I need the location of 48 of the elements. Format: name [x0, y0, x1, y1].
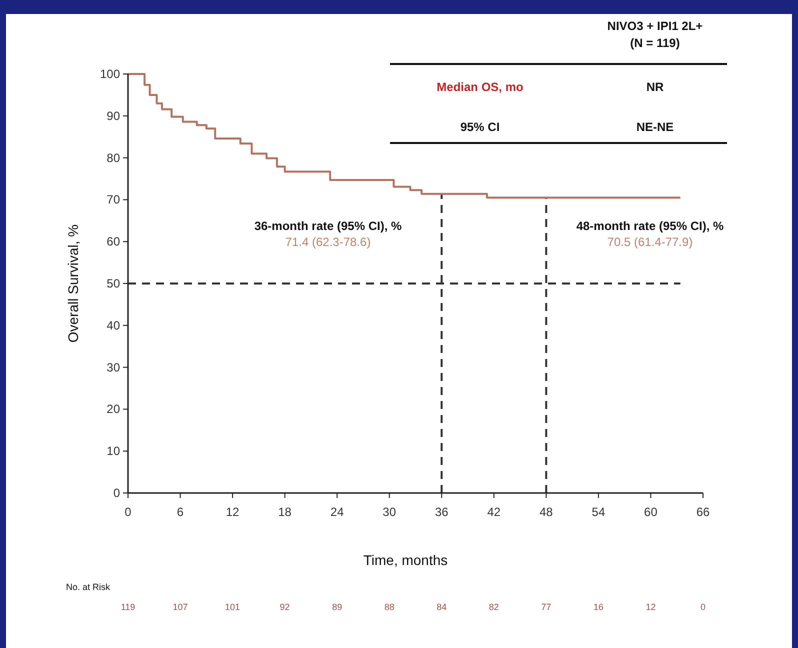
x-tick-label: 54	[592, 505, 606, 519]
text: 88	[384, 602, 394, 612]
text: 101	[225, 602, 240, 612]
x-tick-label: 60	[644, 505, 658, 519]
y-tick-label: 90	[106, 108, 120, 123]
y-tick-label: 100	[100, 67, 120, 81]
y-tick-label: 50	[106, 276, 120, 290]
annotation: NE-NE	[636, 120, 674, 134]
annotation: 36-month rate (95% CI), %	[254, 219, 402, 233]
annotation: 48-month rate (95% CI), %	[576, 219, 724, 233]
text: No. at Risk	[66, 582, 111, 592]
text: 77	[541, 602, 552, 612]
y-tick-label: 80	[106, 150, 120, 165]
y-axis-title: Overall Survival, %	[65, 224, 81, 343]
x-tick-label: 12	[226, 505, 240, 519]
x-tick-label: 30	[382, 505, 396, 519]
annotation: Median OS, mo	[436, 80, 524, 94]
text: 84	[436, 602, 447, 612]
annotation: NR	[646, 80, 664, 94]
text: 92	[280, 602, 290, 612]
x-tick-label: 36	[434, 505, 449, 519]
text: 89	[332, 602, 342, 612]
x-tick-label: 24	[330, 505, 344, 519]
x-tick-label: 66	[696, 505, 710, 519]
text: 16	[593, 602, 604, 612]
text: 0	[700, 602, 706, 612]
x-tick-label: 0	[124, 505, 132, 519]
y-tick-label: 20	[106, 402, 120, 416]
x-axis-title: Time, months	[363, 552, 448, 568]
text: (N = 119)	[630, 36, 680, 50]
y-tick-label: 70	[106, 192, 120, 207]
text: 107	[172, 602, 188, 612]
x-tick-label: 6	[176, 505, 184, 519]
x-tick-label: 48	[540, 505, 554, 519]
y-tick-label: 30	[106, 360, 120, 374]
y-tick-label: 60	[106, 234, 120, 249]
y-tick-label: 0	[113, 486, 120, 500]
text: NIVO3 + IPI1 2L+	[607, 19, 703, 33]
x-tick-label: 42	[487, 505, 501, 519]
text: 119	[120, 602, 136, 612]
text: 12	[646, 602, 656, 612]
text: 82	[488, 602, 499, 612]
annotation: 95% CI	[460, 120, 500, 134]
y-tick-label: 40	[106, 318, 120, 332]
y-tick-label: 10	[106, 444, 120, 458]
x-tick-label: 18	[278, 505, 292, 519]
annotation: 71.4 (62.3-78.6)	[285, 235, 371, 249]
annotation: 70.5 (61.4-77.9)	[607, 235, 693, 249]
